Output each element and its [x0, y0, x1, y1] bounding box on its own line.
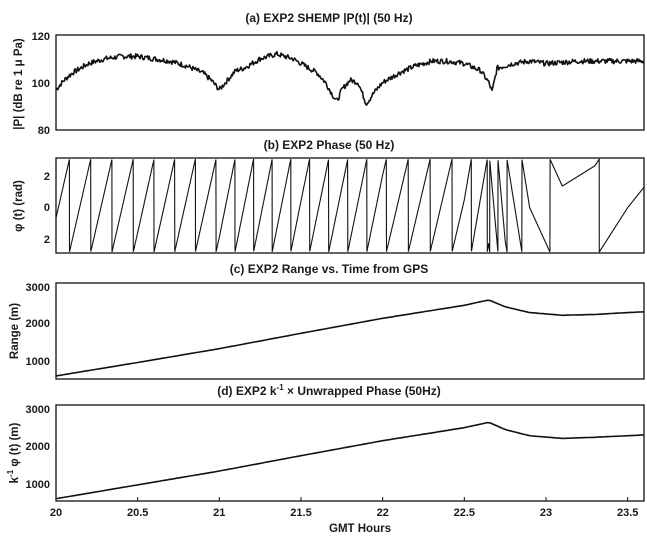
panel-b-phase-line [55, 157, 645, 254]
panel-b-ytick-bottom: 2 [44, 234, 50, 246]
x-tick-label: 21 [213, 507, 225, 519]
panel-d-title: (d) EXP2 k-1 × Unwrapped Phase (50Hz) [217, 383, 441, 398]
panel-a-ytick-80: 80 [38, 125, 50, 137]
x-tick-label: 23.5 [617, 507, 638, 519]
panel-d-frame [55, 404, 645, 502]
panel-a: 120 100 80 |P| (dB re 1 μ Pa) [13, 31, 645, 137]
panel-a-amplitude-line [55, 50, 645, 106]
panel-b-ytick-zero: 0 [44, 202, 50, 214]
panel-b: 2 0 2 φ (t) (rad) [13, 157, 645, 254]
panel-b-frame [55, 157, 645, 254]
panel-b-title: (b) EXP2 Phase (50 Hz) [264, 138, 395, 152]
panel-a-frame [55, 34, 645, 131]
panel-c-ytick-1000: 1000 [26, 356, 50, 368]
panel-d-ytick-2000: 2000 [26, 441, 50, 453]
panel-c-ylabel: Range (m) [9, 303, 21, 359]
panel-d-ytick-3000: 3000 [26, 404, 50, 416]
x-tick-label: 21.5 [290, 507, 311, 519]
panel-c-ytick-3000: 3000 [26, 282, 50, 294]
x-tick-label: 20 [50, 507, 62, 519]
panel-c-title: (c) EXP2 Range vs. Time from GPS [230, 262, 429, 276]
x-tick-label: 22.5 [454, 507, 475, 519]
panel-a-ytick-120: 120 [32, 31, 50, 43]
x-axis-label: GMT Hours [329, 523, 391, 535]
panel-d-ytick-1000: 1000 [26, 479, 50, 491]
panel-d: 3000 2000 1000 k-1 φ (t) (m) 20 20.5 21 21.… [6, 404, 645, 535]
x-tick-label: 23 [540, 507, 552, 519]
panel-a-title: (a) EXP2 SHEMP |P(t)| (50 Hz) [245, 11, 412, 25]
panel-b-ylabel: φ (t) (rad) [13, 180, 25, 232]
panel-b-ytick-top: 2 [44, 171, 50, 183]
panel-c-range-line [55, 299, 645, 377]
x-tick-label: 22 [377, 507, 389, 519]
panel-c: 3000 2000 1000 Range (m) [9, 282, 645, 380]
panel-a-ylabel: |P| (dB re 1 μ Pa) [13, 38, 25, 130]
panel-d-xticks: 20 20.5 21 21.5 22 22.5 23 23.5 [50, 497, 638, 519]
panel-c-ytick-2000: 2000 [26, 318, 50, 330]
panel-c-frame [55, 282, 645, 380]
panel-d-ylabel: k-1 φ (t) (m) [6, 422, 21, 483]
x-tick-label: 20.5 [127, 507, 148, 519]
panel-a-ytick-100: 100 [32, 78, 50, 90]
panel-d-unwrapped-phase-line [55, 421, 645, 500]
